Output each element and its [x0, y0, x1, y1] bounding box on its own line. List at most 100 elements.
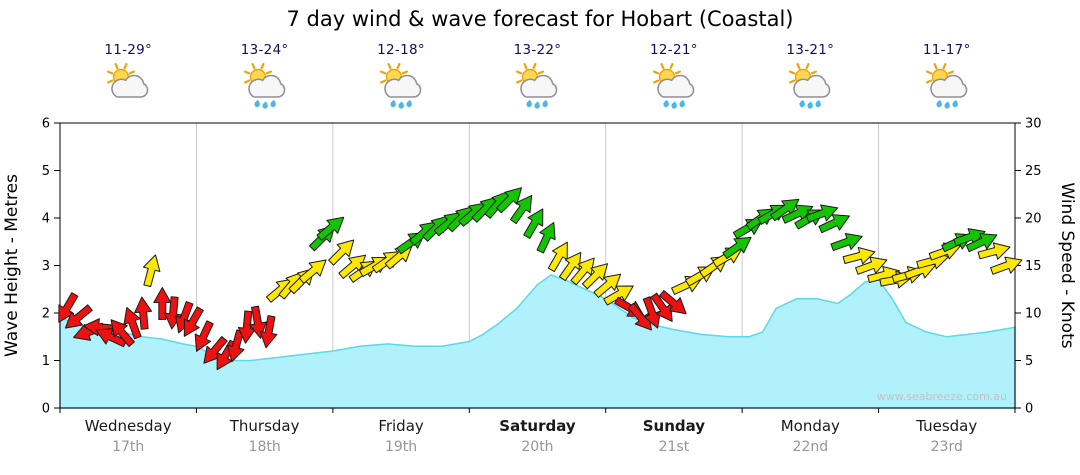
chart-title: 7 day wind & wave forecast for Hobart (C…: [286, 7, 794, 31]
right-tick-label: 10: [1025, 307, 1042, 322]
raindrop-icon: [542, 100, 549, 108]
cloud-icon: [793, 74, 831, 98]
wind-arrow: [58, 292, 79, 323]
wind-arrow: [384, 245, 413, 270]
wind-arrow: [298, 259, 327, 284]
bottom-axis-ticks: [59, 408, 1016, 413]
day-name-label: Sunday: [642, 417, 706, 435]
weather-icon-showers: [648, 63, 700, 115]
raindrop-icon: [807, 101, 814, 109]
raindrop-icon: [952, 100, 958, 108]
day-label-column: Friday 19th: [333, 417, 469, 455]
wind-arrow: [164, 296, 183, 330]
day-name-label: Friday: [378, 417, 424, 435]
raindrop-icon: [663, 100, 669, 108]
daily-summary-row: 11-29° 13-24° 12-18° 13-22° 12-21° 13-21…: [60, 42, 1015, 115]
wind-arrow: [328, 239, 355, 266]
wind-arrow: [64, 304, 93, 329]
wind-arrow: [183, 306, 204, 337]
raindrop-icon: [398, 101, 404, 109]
right-axis: 0 5 10 15 20 25 30: [1015, 117, 1042, 417]
temperature-range: 11-17°: [922, 42, 971, 58]
day-label-column: Monday 22nd: [742, 417, 878, 455]
right-axis-title: Wind Speed - Knots: [1057, 182, 1077, 348]
day-label-column: Saturday 20th: [469, 417, 605, 455]
right-tick-label: 25: [1025, 164, 1042, 179]
day-date-label: 22nd: [792, 439, 829, 455]
raindrop-icon: [534, 101, 541, 109]
right-tick-label: 0: [1025, 402, 1033, 417]
wind-arrow: [536, 221, 556, 254]
wind-arrow: [495, 187, 523, 214]
wind-arrow: [593, 273, 622, 298]
left-tick-label: 6: [42, 117, 50, 132]
wind-arrow: [123, 306, 142, 340]
wind-arrow: [249, 305, 267, 339]
raindrop-icon: [262, 101, 268, 109]
day-label-column: Wednesday 17th: [60, 417, 196, 455]
weather-icon-showers: [375, 63, 427, 115]
cloud-icon: [520, 74, 558, 98]
wind-arrow: [642, 296, 661, 329]
day-label-column: Tuesday 23rd: [879, 417, 1015, 455]
temperature-range: 12-21°: [650, 42, 698, 58]
wind-arrow: [570, 257, 595, 286]
right-tick-label: 20: [1025, 212, 1042, 227]
wind-arrow: [581, 263, 609, 290]
wind-arrow: [509, 194, 533, 225]
left-tick-label: 4: [42, 212, 50, 227]
wind-arrow: [523, 208, 544, 239]
day-date-label: 17th: [112, 439, 145, 455]
wind-arrow: [316, 216, 345, 241]
cloud-icon: [111, 74, 149, 98]
day-summary-column: 11-29°: [60, 42, 196, 115]
wind-arrow: [990, 256, 1023, 275]
left-tick-label: 1: [42, 354, 50, 369]
day-label-column: Sunday 21st: [606, 417, 742, 455]
wind-arrow: [855, 256, 888, 275]
left-axis-title: Wave Height - Metres: [2, 174, 22, 357]
weather-icon-partly-cloudy: [102, 63, 154, 115]
wind-arrow: [953, 228, 986, 247]
raindrop-icon: [944, 101, 950, 109]
left-axis: 0 1 2 3 4 5 6: [42, 117, 60, 417]
day-date-label: 21st: [658, 439, 690, 455]
day-summary-column: 11-17°: [879, 42, 1015, 115]
day-date-label: 23rd: [930, 439, 963, 455]
day-summary-column: 13-24°: [196, 42, 332, 115]
left-tick-label: 0: [42, 402, 50, 417]
left-tick-label: 2: [42, 307, 50, 322]
right-tick-label: 15: [1025, 259, 1042, 274]
wind-arrow: [547, 241, 568, 273]
cloud-icon: [929, 74, 968, 98]
day-date-label: 18th: [248, 439, 281, 455]
day-name-label: Wednesday: [84, 417, 172, 435]
wind-arrow: [237, 310, 256, 344]
right-tick-label: 30: [1025, 117, 1042, 132]
day-name-label: Saturday: [499, 417, 576, 435]
wind-arrow: [175, 301, 194, 334]
raindrop-icon: [815, 100, 822, 108]
weather-icon-showers: [784, 63, 836, 115]
weather-icon-showers: [239, 63, 291, 115]
wind-arrow: [781, 204, 814, 224]
raindrop-icon: [799, 100, 806, 108]
left-tick-label: 3: [42, 259, 50, 274]
wind-arrow: [110, 319, 135, 348]
day-label-column: Thursday 18th: [196, 417, 332, 455]
left-tick-label: 5: [42, 164, 50, 179]
temperature-range: 12-18°: [377, 42, 425, 58]
day-summary-column: 12-21°: [606, 42, 742, 115]
temperature-range: 13-24°: [240, 42, 289, 58]
cloud-icon: [384, 74, 422, 98]
day-name-label: Monday: [780, 417, 840, 435]
wind-arrow: [227, 329, 245, 363]
wind-arrows-series: [58, 187, 1023, 371]
right-tick-label: 5: [1025, 354, 1033, 369]
wind-arrow: [650, 292, 673, 322]
raindrop-icon: [390, 100, 396, 108]
day-date-label: 19th: [384, 439, 418, 455]
raindrop-icon: [270, 100, 276, 108]
raindrop-icon: [254, 100, 260, 108]
